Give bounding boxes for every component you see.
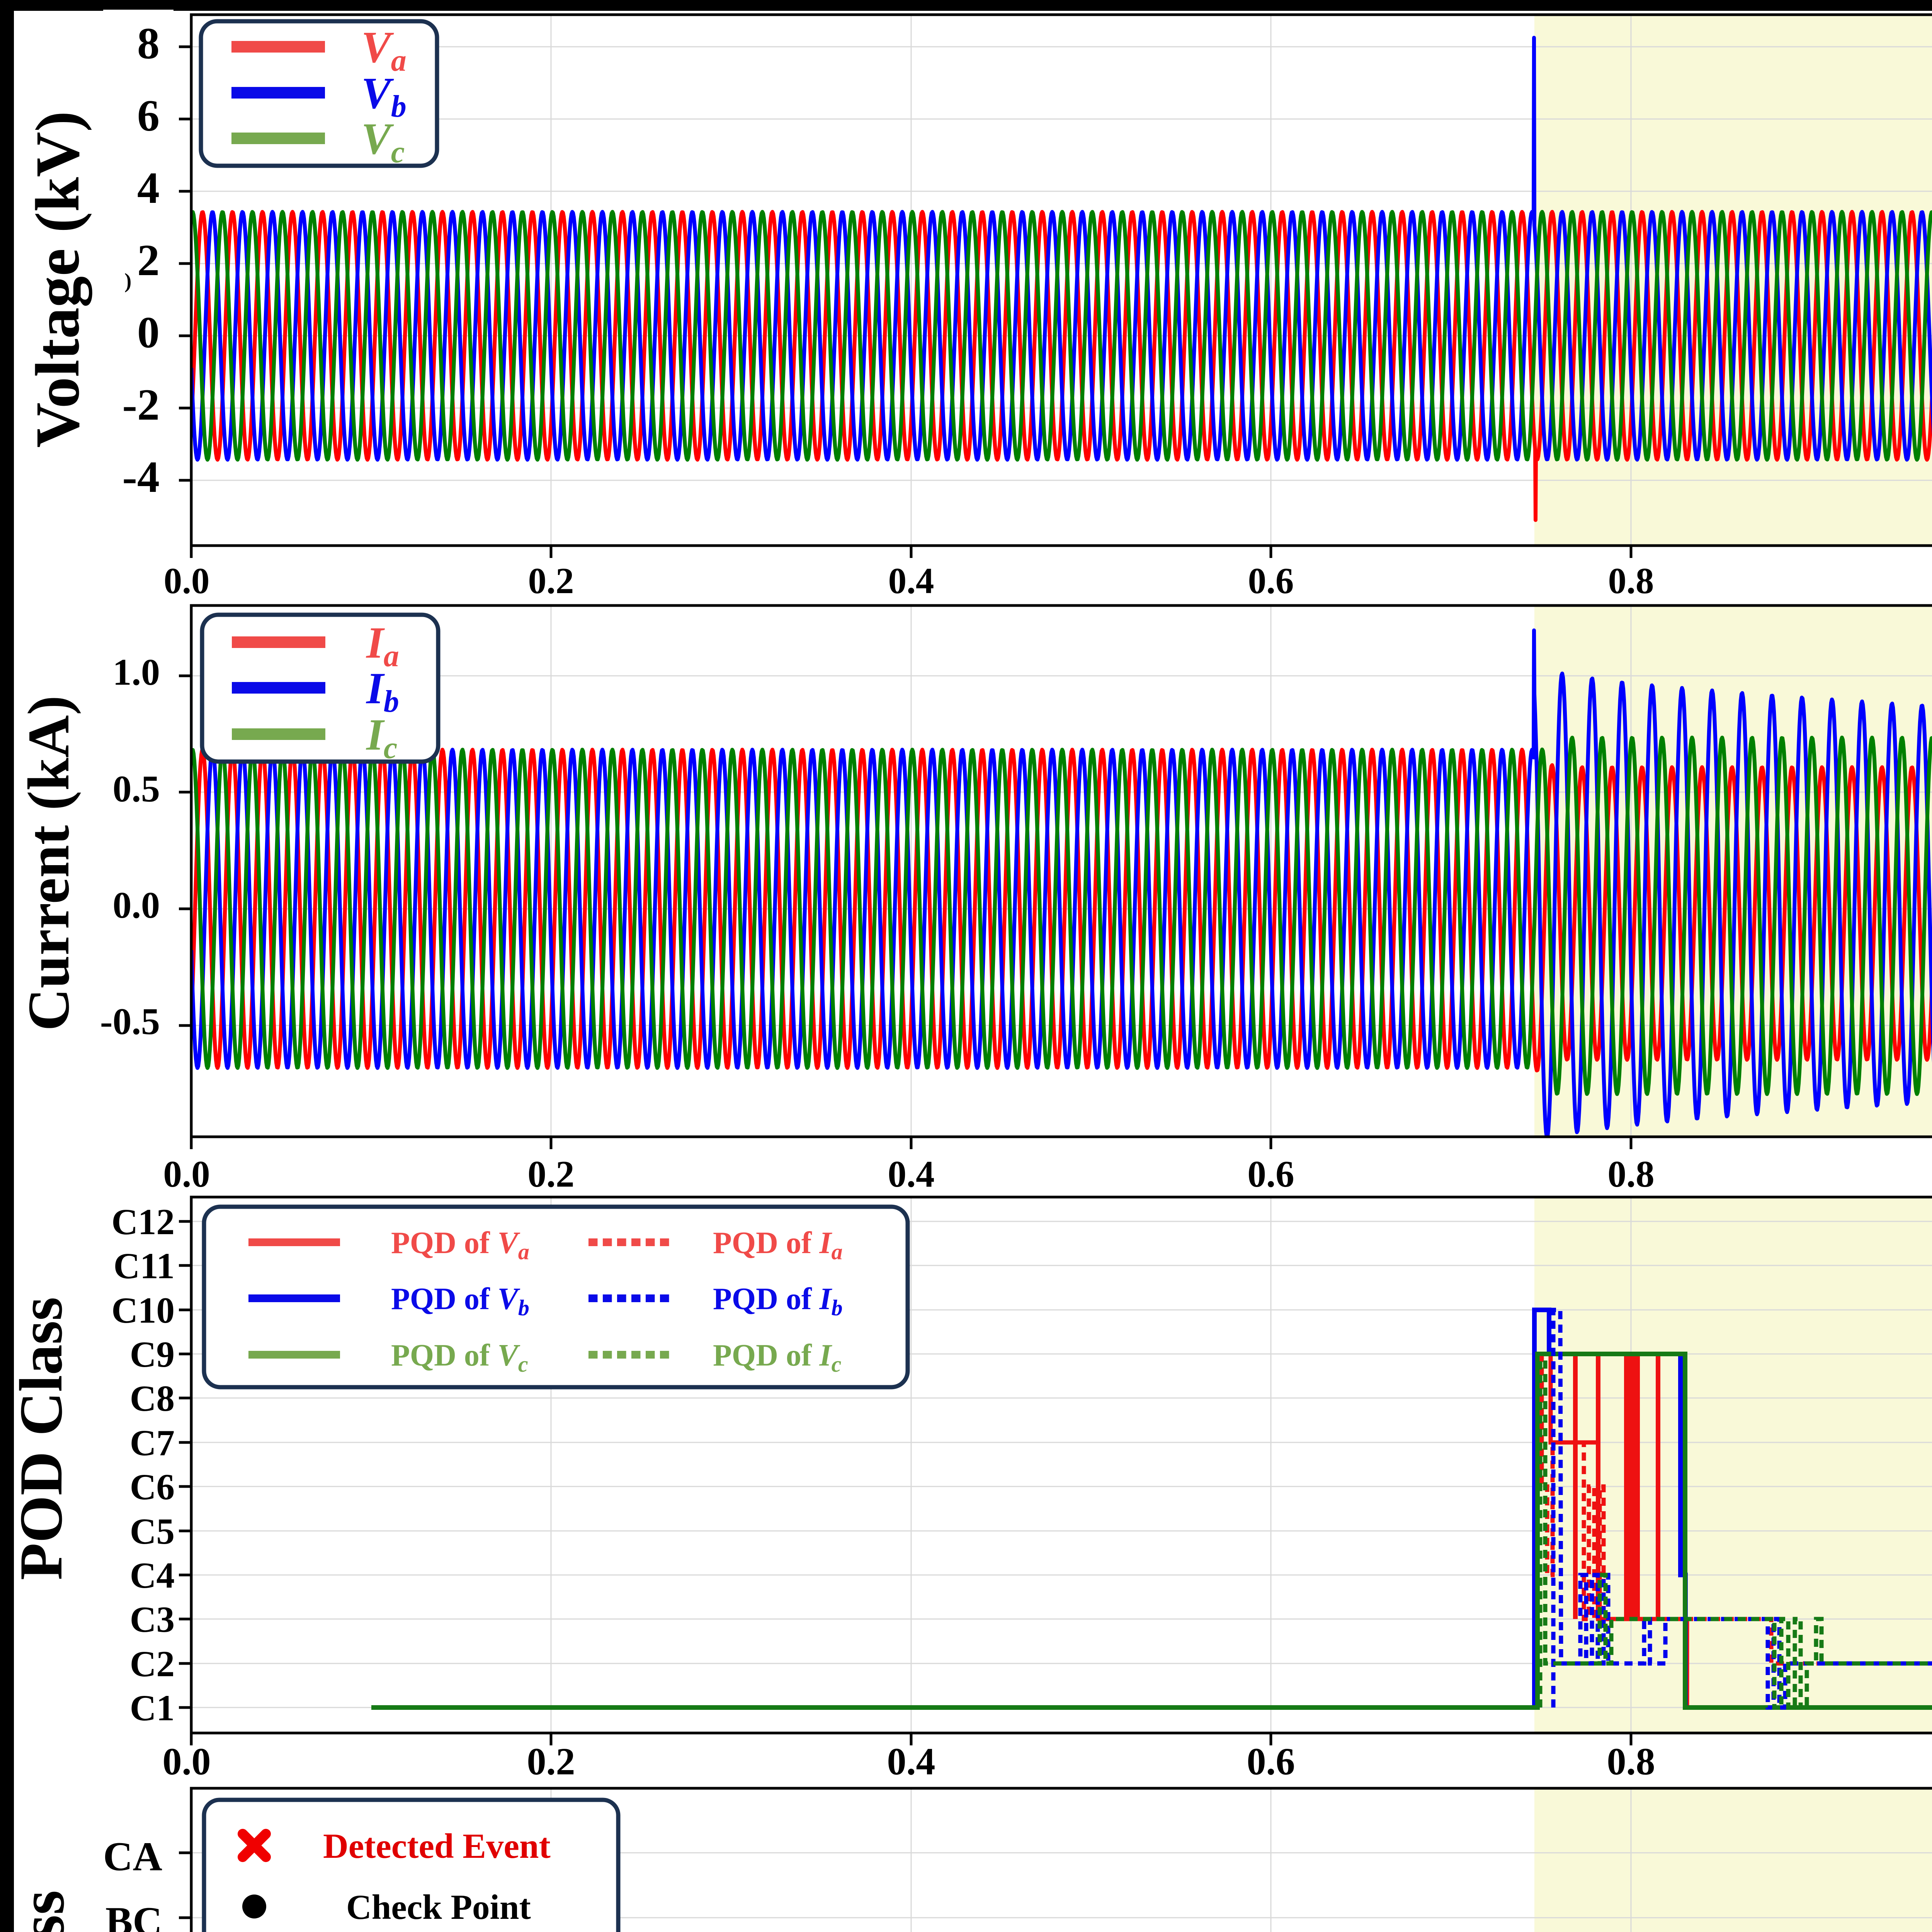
svg-text:PQD of Vb: PQD of Vb [391,1282,529,1320]
svg-text:Check Point: Check Point [346,1888,531,1927]
svg-text:0.2: 0.2 [527,1740,575,1783]
svg-text:0.0: 0.0 [163,1740,211,1783]
svg-text:Current (kA): Current (kA) [16,696,82,1031]
svg-text:0.4: 0.4 [888,560,934,601]
svg-text:6: 6 [137,91,160,141]
svg-text:C6: C6 [130,1466,175,1507]
svg-text:-4: -4 [122,452,160,502]
svg-text:0.6: 0.6 [1247,1153,1294,1195]
svg-text:Ia: Ia [366,618,399,673]
svg-text:C11: C11 [114,1245,175,1286]
svg-text:0: 0 [137,308,160,357]
svg-text:0.6: 0.6 [1248,560,1294,601]
svg-text:C12: C12 [111,1201,175,1242]
svg-text:Event Class: Event Class [7,1890,77,1932]
svg-text:4: 4 [137,163,160,213]
svg-text:PQD of Vc: PQD of Vc [391,1338,528,1377]
svg-text:C3: C3 [130,1599,175,1640]
svg-text:C2: C2 [130,1643,175,1684]
svg-text:PQD of Va: PQD of Va [391,1226,529,1264]
svg-text:PQD of Ic: PQD of Ic [713,1338,841,1377]
svg-text:PQD of Ia: PQD of Ia [713,1226,843,1264]
svg-text:PQD of Ib: PQD of Ib [713,1282,843,1320]
svg-text:-0.5: -0.5 [100,1001,160,1043]
svg-text:2: 2 [137,236,160,285]
svg-text:0.5: 0.5 [113,768,160,810]
svg-text:C5: C5 [130,1511,175,1552]
svg-text:C4: C4 [130,1555,175,1596]
svg-text:Voltage (kV): Voltage (kV) [23,111,92,447]
svg-text:CA: CA [103,1834,162,1879]
svg-text:C9: C9 [130,1334,175,1375]
svg-text:POD Class: POD Class [7,1297,75,1580]
svg-text:Detected Event: Detected Event [323,1827,551,1866]
svg-text:-2: -2 [122,380,160,430]
svg-text:0.2: 0.2 [527,1153,574,1195]
svg-text:0.0: 0.0 [163,1153,210,1195]
svg-text:0.0: 0.0 [164,560,210,601]
svg-text:C7: C7 [130,1422,175,1463]
svg-text:0.8: 0.8 [1607,1740,1655,1783]
svg-text:0.4: 0.4 [887,1740,935,1783]
svg-text:C8: C8 [130,1378,175,1419]
svg-text:1.0: 1.0 [113,651,160,693]
svg-text:0.2: 0.2 [528,560,574,601]
svg-text:C1: C1 [130,1687,175,1728]
svg-text:BC: BC [105,1899,162,1932]
svg-text:0.8: 0.8 [1607,1153,1654,1195]
svg-text:0.0: 0.0 [113,884,160,926]
svg-text:8: 8 [137,19,160,68]
svg-text:0.4: 0.4 [888,1153,934,1195]
svg-text:C10: C10 [111,1290,175,1331]
svg-text:0.6: 0.6 [1247,1740,1295,1783]
svg-text:0.8: 0.8 [1608,560,1654,601]
svg-text:): ) [124,269,131,293]
